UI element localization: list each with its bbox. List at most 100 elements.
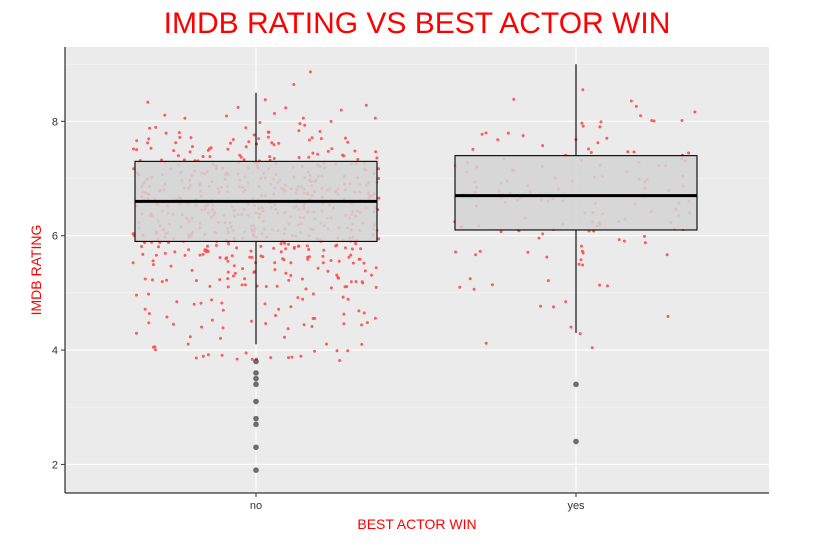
jitter-point	[146, 141, 150, 145]
x-axis-title: BEST ACTOR WIN	[357, 516, 476, 532]
jitter-point	[545, 255, 549, 259]
jitter-point	[313, 316, 317, 320]
jitter-point	[330, 147, 334, 151]
jitter-point	[210, 298, 214, 302]
jitter-point	[214, 243, 218, 247]
jitter-point	[263, 98, 267, 102]
jitter-point	[626, 150, 630, 154]
jitter-point	[301, 297, 305, 301]
jitter-point	[206, 353, 210, 357]
jitter-point	[289, 305, 293, 309]
jitter-point	[183, 116, 187, 120]
jitter-point	[521, 134, 525, 138]
jitter-point	[335, 273, 339, 277]
jitter-point	[578, 332, 582, 336]
jitter-point	[329, 259, 333, 262]
jitter-point	[552, 305, 555, 309]
outlier-point	[253, 375, 259, 382]
jitter-point	[141, 252, 145, 256]
jitter-point	[363, 269, 367, 273]
jitter-point	[308, 70, 312, 74]
jitter-point	[541, 144, 545, 148]
jitter-point	[370, 273, 373, 277]
jitter-point	[546, 279, 550, 283]
jitter-point	[275, 284, 279, 288]
jitter-point	[629, 99, 633, 103]
jitter-point	[274, 314, 277, 317]
jitter-point	[154, 125, 158, 129]
jitter-point	[218, 278, 222, 282]
jitter-point	[337, 259, 341, 263]
jitter-point	[650, 119, 654, 122]
jitter-point	[652, 119, 656, 123]
jitter-point	[325, 342, 328, 346]
jitter-point	[174, 141, 178, 145]
jitter-point	[581, 124, 585, 128]
jitter-point	[147, 312, 151, 316]
jitter-point	[151, 263, 155, 267]
jitter-point	[307, 155, 311, 159]
jitter-point	[306, 255, 310, 259]
jitter-point	[268, 155, 272, 159]
jitter-point	[272, 143, 276, 147]
jitter-point	[140, 245, 144, 248]
jitter-point	[302, 323, 306, 327]
jitter-point	[243, 283, 247, 287]
jitter-point	[581, 251, 585, 255]
jitter-point	[247, 140, 251, 144]
jitter-point	[374, 266, 378, 270]
jitter-point	[321, 254, 325, 258]
jitter-point	[231, 138, 235, 141]
jitter-point	[377, 167, 381, 171]
jitter-point	[201, 252, 205, 256]
jitter-point	[259, 244, 263, 248]
jitter-point	[146, 100, 150, 104]
jitter-point	[284, 106, 288, 110]
jitter-point	[132, 147, 135, 151]
jitter-point	[346, 349, 350, 353]
outlier-point	[253, 467, 259, 473]
jitter-point	[617, 238, 621, 242]
jitter-point	[300, 277, 304, 281]
jitter-point	[354, 280, 358, 284]
jitter-point	[244, 351, 248, 355]
jitter-point	[362, 311, 366, 315]
jitter-point	[680, 119, 684, 122]
jitter-point	[292, 246, 296, 250]
jitter-point	[277, 307, 281, 311]
jitter-point	[634, 104, 638, 108]
jitter-point	[164, 131, 168, 135]
jitter-point	[143, 307, 147, 311]
jitter-point	[643, 234, 646, 238]
jitter-point	[272, 246, 276, 250]
jitter-point	[252, 133, 256, 137]
jitter-point	[297, 129, 301, 133]
jitter-point	[526, 250, 530, 254]
outlier-point	[573, 438, 579, 445]
jitter-point	[221, 326, 225, 330]
jitter-point	[250, 319, 253, 323]
axes: 2 4 6 8 no yes	[52, 47, 769, 512]
jitter-point	[286, 327, 290, 331]
jitter-point	[362, 261, 366, 265]
jitter-point	[283, 335, 286, 339]
jitter-point	[252, 270, 256, 274]
jitter-point	[283, 241, 287, 245]
jitter-point	[238, 153, 242, 157]
jitter-point	[373, 116, 377, 120]
jitter-point	[350, 247, 354, 251]
jitter-point	[165, 315, 169, 319]
jitter-point	[598, 125, 602, 129]
jitter-point	[163, 113, 167, 117]
jitter-point	[273, 268, 277, 272]
jitter-point	[221, 308, 225, 312]
jitter-point	[338, 359, 342, 362]
jitter-point	[539, 304, 543, 308]
jitter-point	[226, 259, 230, 263]
plot-panel	[65, 47, 769, 493]
jitter-point	[240, 283, 244, 287]
jitter-point	[198, 253, 202, 257]
jitter-point	[175, 300, 179, 304]
jitter-point	[311, 151, 315, 155]
